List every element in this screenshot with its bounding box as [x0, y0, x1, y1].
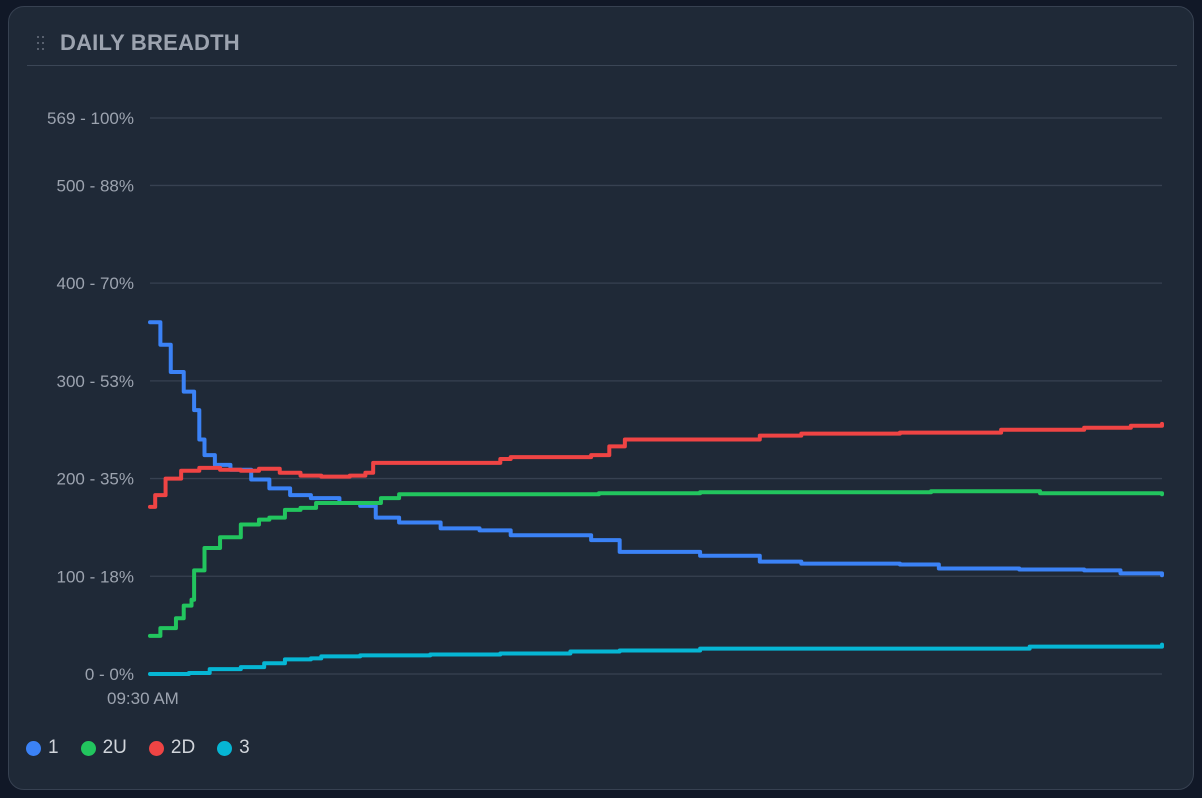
series-line-2D[interactable] [148, 421, 1164, 509]
chart-legend: 1 2U 2D 3 [26, 737, 250, 759]
series-line-1[interactable] [148, 320, 1164, 578]
legend-label: 3 [239, 737, 250, 758]
legend-label: 2D [170, 737, 196, 758]
legend-dot-icon [217, 740, 233, 756]
legend-item-2D[interactable]: 2D [148, 737, 196, 759]
legend-item-1[interactable]: 1 [26, 737, 59, 759]
legend-dot-icon [148, 740, 164, 756]
legend-item-3[interactable]: 3 [217, 737, 250, 759]
series-line-3[interactable] [148, 642, 1164, 676]
series-line-2U[interactable] [148, 489, 1164, 638]
daily-breadth-panel: DAILY BREADTH [8, 6, 1194, 790]
y-tick-label: 569 - 100% [47, 109, 134, 128]
panel-title: DAILY BREADTH [60, 30, 240, 55]
legend-dot-icon [80, 740, 96, 756]
grip-dots-icon[interactable] [37, 36, 45, 52]
legend-item-2U[interactable]: 2U [80, 737, 127, 759]
y-tick-label: 0 - 0% [85, 665, 134, 684]
legend-label: 2U [102, 737, 127, 758]
legend-dot-icon [26, 740, 41, 756]
y-tick-label: 200 - 35% [57, 470, 135, 489]
legend-label: 1 [48, 737, 59, 758]
y-tick-label: 400 - 70% [57, 274, 135, 293]
x-tick-label: 09:30 AM [107, 689, 179, 708]
y-tick-label: 300 - 53% [57, 372, 135, 391]
y-tick-label: 500 - 88% [57, 176, 135, 195]
panel-header: DAILY BREADTH [27, 25, 1177, 66]
y-tick-label: 100 - 18% [57, 567, 135, 586]
